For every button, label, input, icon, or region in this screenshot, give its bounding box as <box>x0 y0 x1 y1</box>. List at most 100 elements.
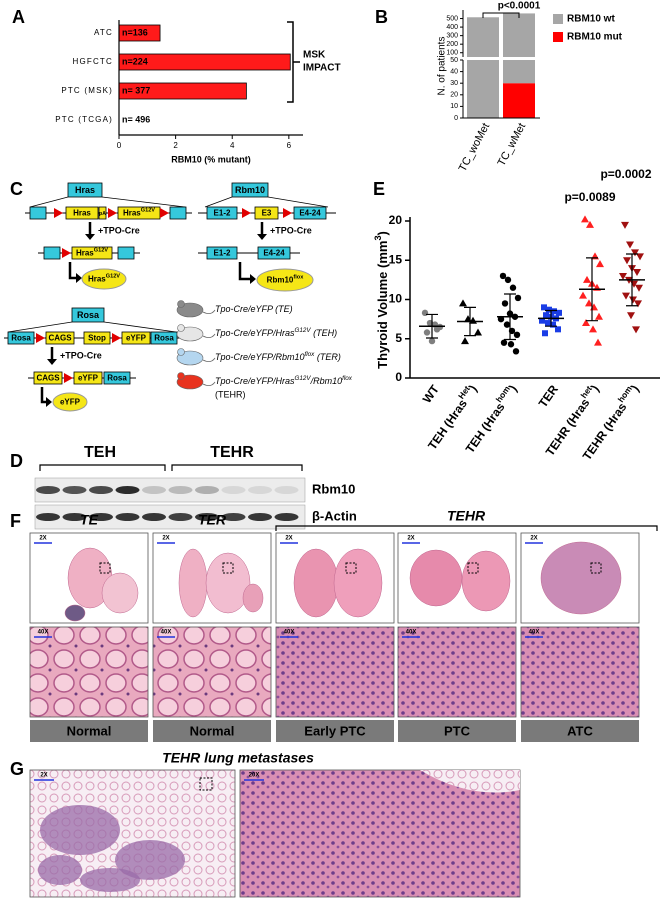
panel-letter: E <box>373 179 385 199</box>
tissue <box>293 548 339 618</box>
blot-band <box>195 513 219 521</box>
x-tick-label: WT <box>420 382 443 406</box>
text-part: TEH (Hras <box>425 397 470 453</box>
diagnosis-label: PTC <box>444 723 471 738</box>
gene-box <box>29 206 47 220</box>
tumor-nodule <box>40 805 120 855</box>
text-part: Rbm10 <box>267 276 294 285</box>
blot-band <box>168 486 193 494</box>
zoom-line <box>101 196 186 208</box>
box-label: E4-24 <box>263 249 285 258</box>
product-oval <box>81 268 127 290</box>
mouse-tail <box>202 333 216 338</box>
arrow-head <box>257 234 267 240</box>
gene-box <box>293 206 327 220</box>
text-part: (TEH) <box>311 328 338 338</box>
blot-band <box>115 513 140 521</box>
arrow <box>40 387 47 404</box>
tumor-nodule <box>38 855 82 885</box>
inset-box <box>99 562 111 574</box>
y-tick-label: 10 <box>450 103 458 110</box>
box-label: E1-2 <box>214 209 231 218</box>
text-part: /Rbm10 <box>310 376 343 386</box>
y-tick-label: 20 <box>450 92 458 99</box>
panel-letter: F <box>10 511 21 531</box>
text-part: Tpo-Cre/eYFP/Hras <box>215 328 295 338</box>
y-tick-label: 40 <box>450 68 458 75</box>
y-tick-label: HGFCTC <box>72 57 113 66</box>
treatment-label: +TPO-Cre <box>60 350 102 360</box>
group-bracket <box>39 464 303 471</box>
gene-box <box>71 246 113 260</box>
gene-box <box>65 206 99 220</box>
product-label: eYFP <box>60 398 81 407</box>
box-label: CAGS <box>36 374 60 383</box>
diagnosis-bar <box>276 720 394 742</box>
box-label: Hras <box>75 185 95 195</box>
tumor-nodule <box>115 840 185 880</box>
box-label: CAGS <box>48 334 72 343</box>
blot-band <box>274 513 299 521</box>
data-point <box>582 319 590 327</box>
superscript: flox <box>293 275 304 281</box>
scale-label: 40X <box>529 630 540 636</box>
axis-break <box>455 57 540 60</box>
mouse-ear <box>177 348 185 356</box>
tumor-nodule <box>80 868 140 892</box>
high-mag-image <box>397 626 517 718</box>
y-tick-label: 10 <box>389 292 403 306</box>
box-label: Rosa <box>107 374 127 383</box>
scale-label: 40X <box>161 630 172 636</box>
tissue <box>461 550 511 612</box>
zoom-line <box>7 321 73 333</box>
bar-segment <box>503 83 535 118</box>
box-label: HrasG12V <box>76 248 108 258</box>
count-label: n= 377 <box>122 85 150 95</box>
inset-box <box>345 562 357 574</box>
data-point <box>556 309 562 316</box>
data-point <box>585 299 593 307</box>
high-mag-image <box>152 626 272 718</box>
data-point <box>543 312 549 319</box>
inset-box <box>590 562 602 574</box>
box-label: Rosa <box>11 334 31 343</box>
gene-box <box>206 246 238 260</box>
data-point <box>634 300 642 308</box>
blot-band <box>274 486 299 494</box>
data-point <box>626 241 634 249</box>
y-tick-label: 500 <box>446 15 458 22</box>
data-point <box>504 276 512 284</box>
blot-band <box>221 486 246 494</box>
data-point <box>474 328 482 336</box>
data-point <box>579 291 587 299</box>
genotype-label: Tpo-Cre/eYFP/HrasG12V/Rbm10flox <box>215 375 353 386</box>
data-point <box>555 326 561 333</box>
data-point <box>631 249 639 257</box>
box-label: E3 <box>262 209 272 218</box>
diagnosis-bar <box>30 720 148 742</box>
tissue <box>242 583 264 613</box>
scale-label: 2X <box>39 536 46 542</box>
diagnosis-label: Early PTC <box>304 723 366 738</box>
blot-group: TEHR <box>210 444 254 461</box>
text-part: Tpo-Cre/eYFP/Hras <box>215 376 295 386</box>
data-point <box>596 260 604 268</box>
box-label: Rbm10 <box>235 185 265 195</box>
y-tick-label: 50 <box>450 57 458 64</box>
tissue <box>101 572 139 614</box>
mouse-ear <box>177 300 185 308</box>
product-label: HrasG12V <box>88 274 120 284</box>
data-point <box>586 220 594 228</box>
text-part: (TER) <box>314 352 341 362</box>
box-label: Stop <box>88 334 106 343</box>
alveoli <box>420 770 520 793</box>
high-mag-image <box>520 626 640 718</box>
x-tick-label: TC_wMet <box>496 121 529 168</box>
blot-band <box>36 486 60 494</box>
data-point <box>621 221 629 229</box>
data-point <box>546 306 552 313</box>
group-header: TE <box>80 512 99 528</box>
blot-band <box>168 513 193 521</box>
data-point <box>622 292 630 300</box>
loxp-site <box>36 333 45 343</box>
